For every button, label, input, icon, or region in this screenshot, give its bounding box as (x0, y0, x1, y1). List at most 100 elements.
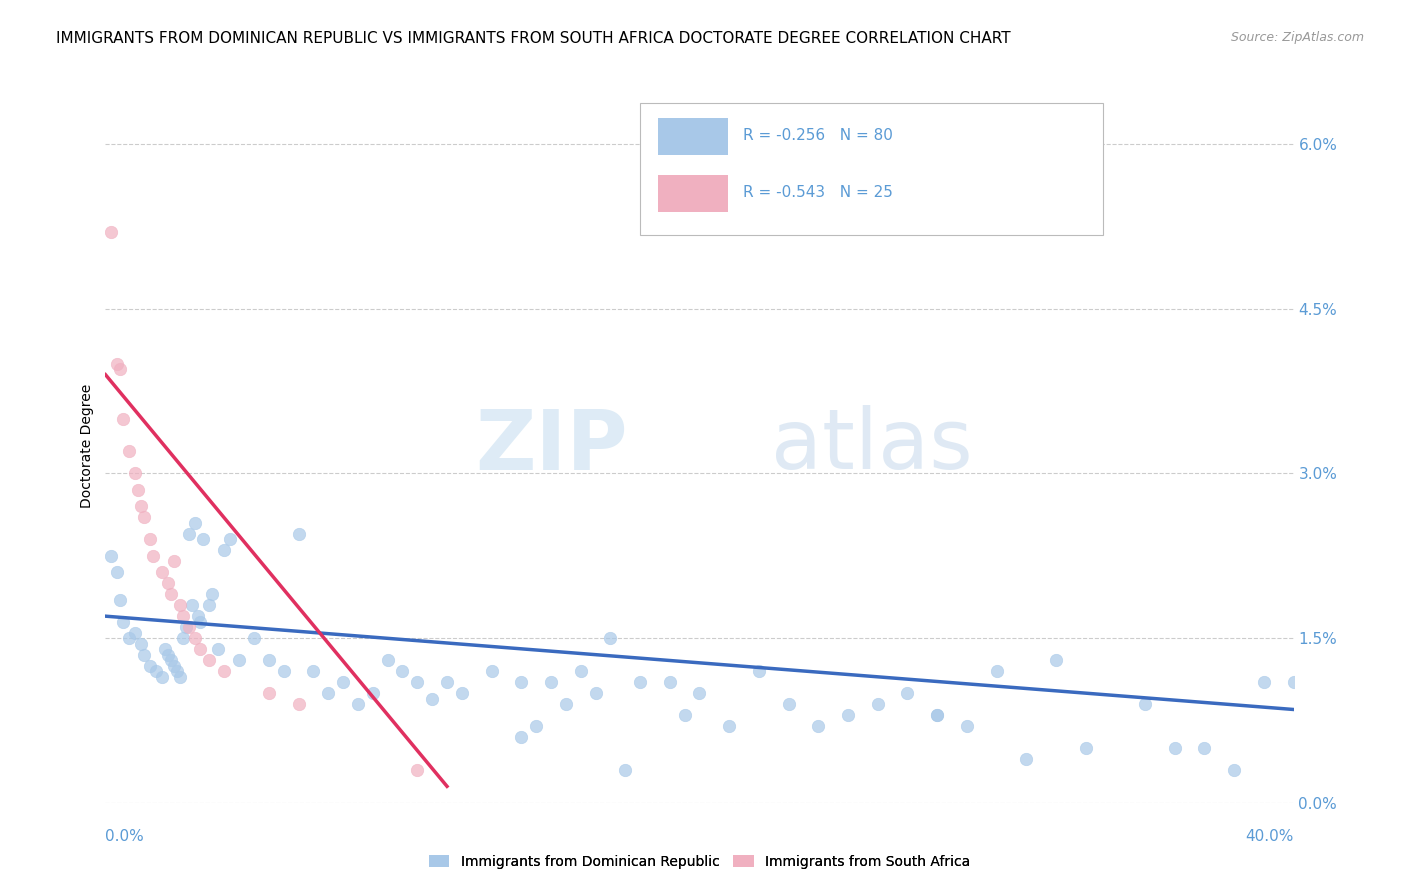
Point (569, 664, 592, 678)
Point (156, 648, 179, 662)
Point (112, 615, 135, 629)
Point (436, 675, 458, 690)
Point (778, 697, 800, 711)
Point (986, 664, 1008, 678)
Point (377, 653, 399, 667)
Point (673, 708, 696, 723)
Point (198, 653, 221, 667)
Point (110, 592, 132, 607)
Point (132, 510, 155, 524)
Point (183, 516, 205, 530)
Point (174, 620, 197, 634)
Point (406, 763, 429, 777)
Point (190, 642, 212, 657)
Point (1015, 752, 1038, 766)
Point (302, 664, 325, 678)
Text: atlas: atlas (770, 406, 973, 486)
Point (186, 609, 208, 624)
Point (118, 631, 141, 645)
Point (1194, 740, 1216, 755)
Point (524, 719, 547, 733)
FancyBboxPatch shape (640, 103, 1104, 235)
Point (105, 566, 128, 580)
Point (406, 675, 429, 690)
Point (1253, 675, 1275, 690)
Point (124, 625, 146, 640)
Point (214, 543, 236, 558)
Point (156, 576, 179, 591)
Point (150, 566, 173, 580)
Point (896, 686, 918, 700)
Text: Source: ZipAtlas.com: Source: ZipAtlas.com (1230, 31, 1364, 45)
Point (172, 631, 194, 645)
Point (927, 708, 949, 723)
Point (481, 664, 503, 678)
Point (153, 642, 176, 657)
Point (201, 587, 224, 601)
Point (585, 686, 607, 700)
Point (159, 587, 181, 601)
Point (347, 697, 370, 711)
Point (554, 697, 576, 711)
Point (837, 708, 859, 723)
Point (177, 620, 200, 634)
Point (129, 637, 152, 651)
Point (866, 697, 889, 711)
Point (142, 549, 165, 563)
Point (190, 615, 212, 629)
Point (127, 483, 149, 497)
Point (420, 691, 443, 706)
Point (658, 675, 681, 690)
Point (145, 664, 167, 678)
Point (100, 225, 122, 239)
Point (132, 648, 155, 662)
Point (1164, 740, 1187, 755)
Point (163, 554, 186, 568)
Text: ZIP: ZIP (475, 406, 628, 486)
Point (159, 653, 181, 667)
Point (139, 533, 162, 547)
Point (510, 675, 533, 690)
Point (956, 719, 979, 733)
Point (599, 631, 621, 645)
Point (177, 526, 200, 541)
Point (361, 686, 384, 700)
Point (689, 686, 711, 700)
Legend: Immigrants from Dominican Republic, Immigrants from South Africa: Immigrants from Dominican Republic, Immi… (423, 849, 976, 874)
Point (219, 533, 242, 547)
Point (287, 526, 309, 541)
Point (228, 653, 250, 667)
Point (243, 631, 266, 645)
Point (450, 686, 472, 700)
Text: 40.0%: 40.0% (1246, 830, 1294, 844)
FancyBboxPatch shape (658, 118, 728, 155)
Point (207, 642, 229, 657)
Point (172, 609, 194, 624)
Point (112, 411, 135, 425)
Point (332, 675, 354, 690)
Point (183, 631, 205, 645)
Point (1282, 675, 1305, 690)
Point (316, 686, 339, 700)
Point (214, 664, 236, 678)
Point (180, 598, 202, 612)
Point (166, 664, 188, 678)
Point (273, 664, 295, 678)
Point (139, 658, 162, 673)
Point (198, 598, 221, 612)
Point (1074, 740, 1097, 755)
Point (614, 763, 637, 777)
Text: 0.0%: 0.0% (105, 830, 145, 844)
Point (100, 549, 122, 563)
Point (628, 675, 651, 690)
Point (287, 697, 309, 711)
Point (510, 730, 533, 744)
Point (927, 708, 949, 723)
Text: IMMIGRANTS FROM DOMINICAN REPUBLIC VS IMMIGRANTS FROM SOUTH AFRICA DOCTORATE DEG: IMMIGRANTS FROM DOMINICAN REPUBLIC VS IM… (56, 31, 1011, 46)
Point (391, 664, 413, 678)
Point (257, 686, 280, 700)
Point (169, 669, 191, 683)
Point (163, 658, 186, 673)
Point (540, 675, 562, 690)
Text: R = -0.256   N = 80: R = -0.256 N = 80 (744, 128, 893, 143)
